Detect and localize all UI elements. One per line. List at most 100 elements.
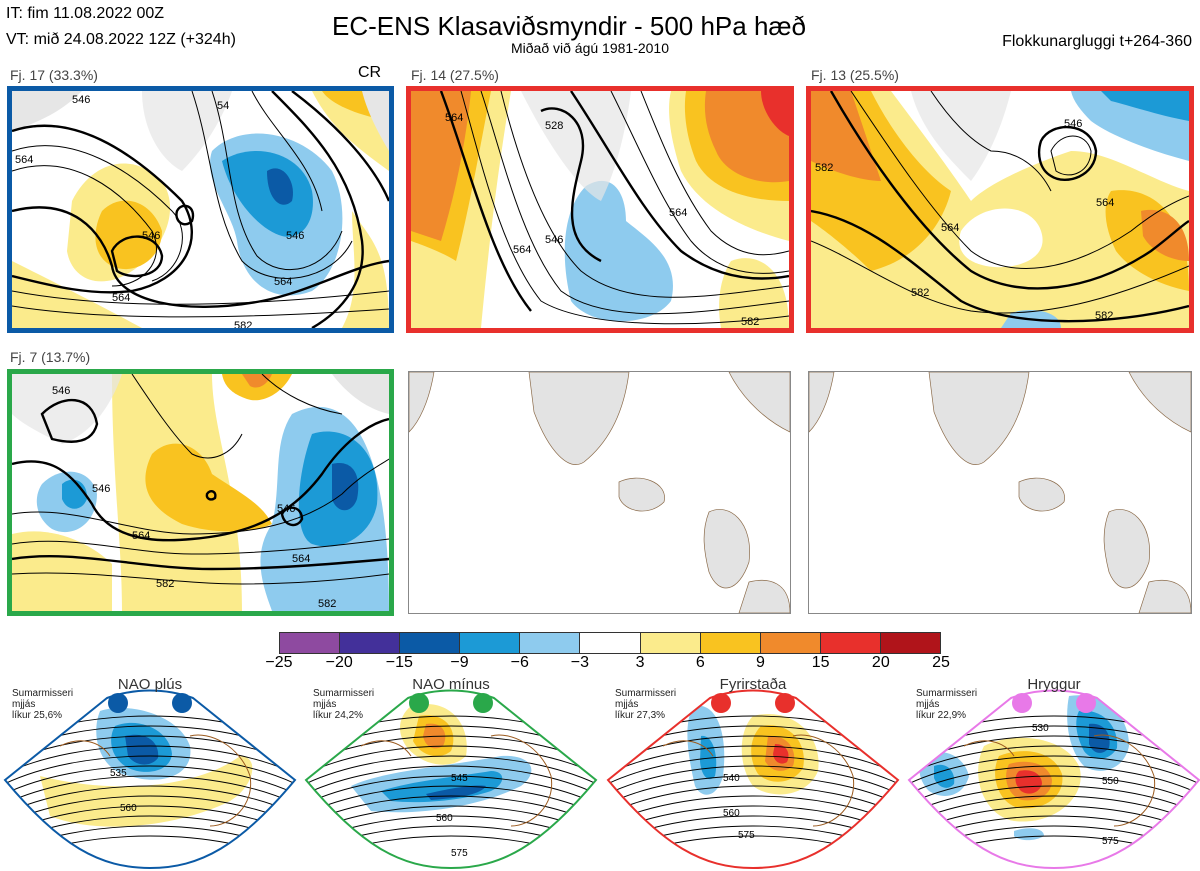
regime-note-line: Sumarmisseri xyxy=(12,688,74,699)
regime-map: 540 560 575 xyxy=(606,689,900,870)
regime-contour-label: 560 xyxy=(436,813,453,824)
p3-label-4: 564 xyxy=(1096,197,1114,209)
regime-note-line: líkur 27,3% xyxy=(615,710,666,721)
regime-contour-label: 540 xyxy=(723,773,740,784)
regime-panel: 535 560 NAO plús Sumarmisseri mjjás líkur 25,… xyxy=(0,676,300,871)
p1-label-1: 546 xyxy=(72,94,90,106)
cluster-4-map: 546 546 564 564 582 582 546 xyxy=(7,369,394,616)
cluster-1-label: Fj. 17 (33.3%) xyxy=(10,67,98,83)
colorbar-tick-label: −15 xyxy=(385,654,413,671)
cluster-4-label: Fj. 7 (13.7%) xyxy=(10,349,91,365)
regime-note-line: líkur 22,9% xyxy=(916,710,967,721)
regime-map: 535 560 xyxy=(3,689,297,870)
colorbar-swatch xyxy=(580,633,641,653)
regime-note-line: Sumarmisseri xyxy=(615,688,677,699)
colorbar-tick-label: −25 xyxy=(265,654,293,671)
colorbar-tick-label: 20 xyxy=(871,654,890,671)
regime-note-line: mjjás xyxy=(12,699,36,710)
regime-title: Hryggur xyxy=(1027,676,1081,693)
p2-label-6: 582 xyxy=(741,316,759,328)
colorbar-tick-label: 25 xyxy=(932,654,950,671)
p1-label-3: 564 xyxy=(15,154,33,166)
regime-contour-label: 530 xyxy=(1032,723,1049,734)
regime-marker-dot xyxy=(473,693,493,713)
page-title: EC-ENS Klasaviðsmyndir - 500 hPa hæð xyxy=(332,11,806,41)
p4-label-3: 564 xyxy=(132,530,150,542)
regime-note-line: Sumarmisseri xyxy=(916,688,978,699)
colorbar-tick-label: −6 xyxy=(510,654,529,671)
regime-panel: 530 550 575 Hryggur Sumarmisseri mjjás líkur 2… xyxy=(904,676,1200,871)
p1-label-8: 582 xyxy=(234,320,252,328)
p1-label-6: 564 xyxy=(112,292,130,304)
regime-contour-label: 545 xyxy=(451,773,468,784)
regime-contour-label: 575 xyxy=(738,830,755,841)
cluster-1-map: 546 54 564 546 546 564 564 582 xyxy=(7,86,394,333)
colorbar-tick-label: −3 xyxy=(570,654,590,671)
p4-label-2: 546 xyxy=(92,483,110,495)
p4-label-7: 546 xyxy=(277,503,295,515)
colorbar-tick-label: 15 xyxy=(811,654,830,671)
regime-marker-dot xyxy=(775,693,795,713)
cluster-2-label: Fj. 14 (27.5%) xyxy=(411,67,499,83)
cluster-3-map: 546 582 564 564 582 582 xyxy=(806,86,1194,333)
anomaly-colorbar xyxy=(279,632,941,654)
colorbar-tick-label: −20 xyxy=(325,654,353,671)
valid-time: VT: mið 24.08.2022 12Z (+324h) xyxy=(6,31,236,48)
regime-note-line: mjjás xyxy=(916,699,940,710)
regime-note-line: Sumarmisseri xyxy=(313,688,375,699)
colorbar-swatch xyxy=(820,633,881,653)
empty-map-1 xyxy=(408,371,791,614)
p2-label-1: 564 xyxy=(445,112,463,124)
empty-map-2 xyxy=(808,371,1192,614)
regime-note-line: mjjás xyxy=(313,699,337,710)
regime-note-line: mjjás xyxy=(615,699,639,710)
p2-label-2: 528 xyxy=(545,120,563,132)
regime-contour-label: 575 xyxy=(1102,836,1119,847)
colorbar-swatch xyxy=(460,633,521,653)
regime-contour-label: 560 xyxy=(120,803,137,814)
regime-note: Sumarmisseri mjjás líkur 24,2% xyxy=(313,688,374,721)
colorbar-swatch xyxy=(400,633,461,653)
regime-note-line: líkur 25,6% xyxy=(12,710,63,721)
p4-label-4: 564 xyxy=(292,553,310,565)
colorbar-tick-label: 9 xyxy=(756,654,765,671)
regime-contour-label: 550 xyxy=(1102,776,1119,787)
regime-title: NAO plús xyxy=(117,676,183,693)
regime-note: Sumarmisseri mjjás líkur 25,6% xyxy=(12,688,73,721)
p2-label-5: 564 xyxy=(669,207,687,219)
colorbar-swatch xyxy=(520,633,581,653)
colorbar-tick-label: −9 xyxy=(450,654,469,671)
p3-label-5: 582 xyxy=(911,287,929,299)
regime-marker-dot xyxy=(108,693,128,713)
p1-label-4: 546 xyxy=(142,230,160,242)
regime-contour-label: 560 xyxy=(723,808,740,819)
regime-marker-dot xyxy=(1012,693,1032,713)
colorbar-swatch xyxy=(340,633,401,653)
page-subtitle: Miðað við ágú 1981-2010 xyxy=(511,40,670,56)
regime-map: 530 550 575 xyxy=(907,689,1200,870)
colorbar-swatch xyxy=(880,633,941,653)
regime-marker-dot xyxy=(711,693,731,713)
regime-title: Fyrirstaða xyxy=(719,676,787,693)
colorbar-tick-label: 6 xyxy=(695,654,705,671)
p2-label-3: 546 xyxy=(545,234,563,246)
regime-marker-dot xyxy=(409,693,429,713)
colorbar-swatch xyxy=(280,633,341,653)
p4-label-6: 582 xyxy=(318,598,336,610)
p4-label-5: 582 xyxy=(156,578,174,590)
cluster-1-tag: CR xyxy=(358,64,382,81)
regime-note: Sumarmisseri mjjás líkur 27,3% xyxy=(615,688,676,721)
regime-contour-label: 535 xyxy=(110,768,127,779)
regime-marker-dot xyxy=(1076,693,1096,713)
regime-map: 545 560 575 xyxy=(304,689,598,870)
regime-contour-label: 575 xyxy=(451,848,468,859)
p1-label-5: 546 xyxy=(286,230,304,242)
regime-marker-dot xyxy=(172,693,192,713)
p1-label-7: 564 xyxy=(274,276,292,288)
regime-note-line: líkur 24,2% xyxy=(313,710,364,721)
regime-panel: 540 560 575 Fyrirstaða Sumarmisseri mjjás líku… xyxy=(603,676,903,871)
colorbar-swatch xyxy=(640,633,701,653)
cluster-3-label: Fj. 13 (25.5%) xyxy=(811,67,899,83)
colorbar-tick-label: 3 xyxy=(635,654,645,671)
p3-label-6: 582 xyxy=(1095,310,1113,322)
